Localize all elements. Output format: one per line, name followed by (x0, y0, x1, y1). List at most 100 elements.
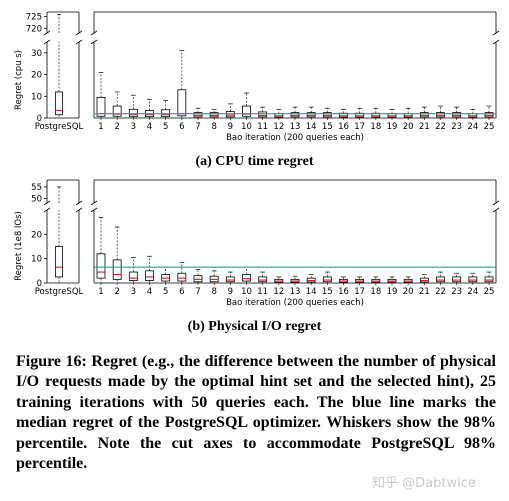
p2-xtick-label: 8 (211, 287, 216, 297)
p2-xtick-label: 15 (322, 287, 333, 297)
p2-xtick-label: 17 (354, 287, 365, 297)
p1-x-axis-label: Bao iteration (200 queries each) (226, 133, 364, 143)
p2-ytick-label: 0 (37, 279, 42, 289)
p2-box-iter-6 (177, 261, 187, 283)
p1-box-iter-7-iqr-box (193, 112, 203, 118)
p2-box-iter-4-iqr-box (145, 270, 154, 281)
p1-xtick-label: 5 (163, 122, 168, 132)
p2-ytick-label: 10 (31, 255, 42, 265)
p2-box-iter-23-iqr-box (452, 276, 462, 283)
p1-xtick-label: 14 (306, 122, 317, 132)
p2-baseline-axis-break-lower-0 (43, 207, 51, 213)
p1-xtick-label: 10 (241, 122, 252, 132)
p2-baseline-box (55, 186, 63, 283)
p2-box-iter-5 (161, 266, 171, 283)
p1-ytick-label: 30 (31, 49, 42, 59)
p1-xtick-label: 3 (131, 122, 136, 132)
p2-xtick-label: 3 (131, 287, 136, 297)
p2-box-iter-13 (290, 275, 300, 283)
p1-xtick-label: 12 (273, 122, 284, 132)
p1-iterations-axis-break-upper-0 (90, 30, 98, 36)
p2-baseline-label: PostgreSQL (35, 287, 84, 297)
p2-box-iter-3-iqr-box (128, 271, 138, 281)
p1-xtick-label: 23 (451, 122, 462, 132)
p1-box-iter-13 (290, 106, 300, 118)
p2-xtick-label: 19 (387, 287, 398, 297)
p1-xtick-label: 16 (338, 122, 349, 132)
p1-box-iter-7 (193, 107, 203, 118)
p1-baseline-axis-break-upper-0 (43, 30, 51, 36)
p2-box-iter-20 (403, 276, 413, 283)
p1-baseline-axis-break-upper-1 (75, 30, 83, 36)
p1-ytick-label: 720 (26, 24, 42, 34)
p2-baseline-axis-break-upper-0 (43, 200, 51, 206)
subcaption-io: (b) Physical I/O regret (187, 319, 322, 334)
p1-box-iter-11-iqr-box (258, 111, 268, 118)
p2-box-iter-11 (258, 271, 268, 283)
p2-xtick-label: 2 (114, 287, 119, 297)
p1-ytick-label: 0 (37, 114, 42, 124)
p2-box-iter-4 (145, 255, 154, 283)
p1-box-iter-10-iqr-box (242, 105, 251, 117)
p2-box-iter-21 (419, 274, 429, 283)
p1-xtick-label: 2 (114, 122, 119, 132)
p1-box-iter-3 (128, 94, 138, 118)
p1-xtick-label: 1 (98, 122, 103, 132)
p1-xtick-label: 15 (322, 122, 333, 132)
p2-xtick-label: 25 (484, 287, 495, 297)
p1-box-iter-17 (355, 107, 365, 118)
p1-iterations-axis-break-lower-0 (90, 39, 98, 45)
p2-box-iter-11-iqr-box (258, 276, 268, 283)
p2-box-iter-23 (452, 272, 462, 283)
p1-xtick-label: 6 (179, 122, 184, 132)
p1-box-iter-5 (161, 100, 171, 118)
p2-box-iter-10-iqr-box (242, 274, 251, 282)
p2-box-iter-1-iqr-box (96, 253, 106, 279)
p1-baseline-box (55, 13, 63, 118)
p1-box-iter-2-iqr-box (112, 105, 122, 117)
p2-box-iter-1 (96, 216, 106, 283)
p1-xtick-label: 19 (387, 122, 398, 132)
p2-xtick-label: 14 (306, 287, 317, 297)
p1-box-iter-14-iqr-box (306, 112, 316, 118)
p2-xtick-label: 13 (290, 287, 301, 297)
p1-ytick-label: 725 (26, 13, 42, 23)
p2-box-iter-14 (306, 274, 316, 283)
p2-xtick-label: 4 (147, 287, 152, 297)
p1-box-iter-9 (225, 103, 235, 118)
p2-ytick-label: 20 (31, 230, 42, 240)
subcaption-cpu: (a) CPU time regret (195, 154, 314, 169)
p2-box-iter-2-iqr-box (112, 259, 122, 280)
p2-box-iter-25 (484, 271, 494, 283)
p1-box-iter-10 (242, 92, 251, 118)
p2-xtick-label: 12 (273, 287, 284, 297)
p2-box-iter-22-iqr-box (436, 276, 445, 283)
p1-baseline-axis-break-lower-1 (75, 39, 83, 45)
p1-box-iter-8 (209, 108, 219, 118)
p1-box-iter-1 (96, 72, 106, 118)
p2-box-iter-6-iqr-box (177, 272, 187, 282)
p2-xtick-label: 22 (435, 287, 446, 297)
p1-xtick-label: 25 (484, 122, 495, 132)
p1-iterations-axis-break-lower-1 (492, 39, 500, 45)
p1-xtick-label: 13 (290, 122, 301, 132)
p2-xtick-label: 20 (403, 287, 414, 297)
p2-box-iter-10 (242, 266, 251, 283)
p2-iterations-axis-break-upper-1 (492, 200, 500, 206)
p2-box-iter-25-iqr-box (484, 276, 494, 283)
p1-box-iter-22 (436, 105, 445, 118)
p1-box-iter-13-iqr-box (290, 112, 300, 118)
p1-box-iter-25 (484, 105, 494, 118)
p2-box-iter-24 (468, 272, 478, 283)
p2-xtick-label: 7 (195, 287, 200, 297)
p1-xtick-label: 4 (147, 122, 152, 132)
p2-xtick-label: 6 (179, 287, 184, 297)
p1-box-iter-25-iqr-box (484, 112, 494, 118)
p1-box-iter-22-iqr-box (436, 112, 445, 118)
p2-xtick-label: 1 (98, 287, 103, 297)
p1-box-iter-8-iqr-box (209, 112, 219, 118)
p2-xtick-label: 9 (228, 287, 233, 297)
p2-baseline-axis-break-lower-1 (75, 207, 83, 213)
p2-xtick-label: 16 (338, 287, 349, 297)
p2-xtick-label: 11 (257, 287, 268, 297)
